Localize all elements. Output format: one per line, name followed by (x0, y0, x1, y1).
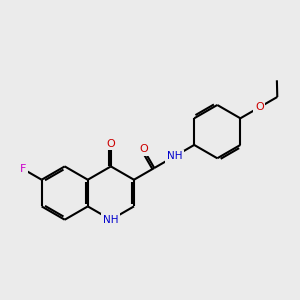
Text: O: O (106, 139, 115, 149)
Text: O: O (255, 102, 264, 112)
Text: O: O (139, 144, 148, 154)
Text: F: F (20, 164, 26, 174)
Text: NH: NH (103, 215, 118, 225)
Text: NH: NH (167, 151, 182, 161)
